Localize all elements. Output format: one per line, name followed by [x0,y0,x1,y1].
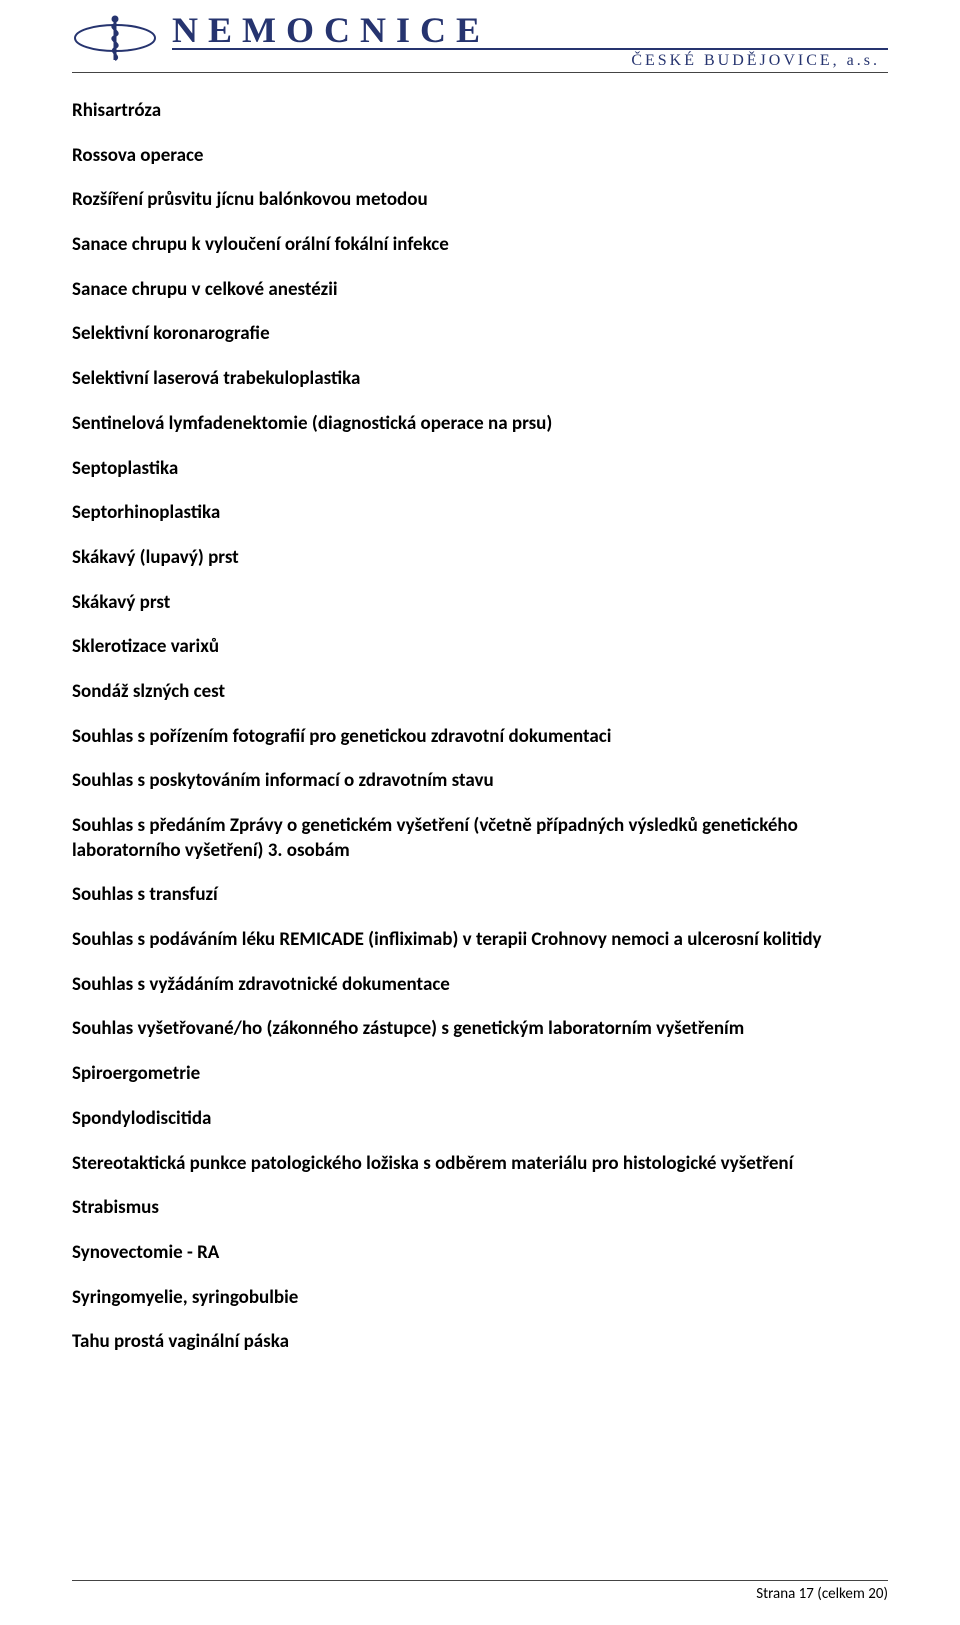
list-item: Tahu prostá vaginální páska [72,1320,888,1365]
page: NEMOCNICE ČESKÉ BUDĚJOVICE, a.s. Rhisart… [0,0,960,1625]
list-item: Selektivní koronarografie [72,312,888,357]
list-item: Sanace chrupu k vyloučení orální fokální… [72,223,888,268]
list-item: Rossova operace [72,134,888,179]
header: NEMOCNICE ČESKÉ BUDĚJOVICE, a.s. [72,12,888,73]
list-item: Selektivní laserová trabekuloplastika [72,357,888,402]
list-item: Synovectomie - RA [72,1231,888,1276]
list-item: Sondáž slzných cest [72,670,888,715]
list-item: Sanace chrupu v celkové anestézii [72,268,888,313]
list-item: Rhisartróza [72,89,888,134]
list-item: Skákavý (lupavý) prst [72,536,888,581]
list-item: Stereotaktická punkce patologického loži… [72,1142,888,1187]
list-item: Septorhinoplastika [72,491,888,536]
list-item: Souhlas s transfuzí [72,873,888,918]
list-item: Strabismus [72,1186,888,1231]
list-item: Souhlas vyšetřované/ho (zákonného zástup… [72,1007,888,1052]
list-item: Souhlas s vyžádáním zdravotnické dokumen… [72,963,888,1008]
hospital-logo-icon [72,14,158,68]
list-item: Skákavý prst [72,581,888,626]
list-item: Rozšíření průsvitu jícnu balónkovou meto… [72,178,888,223]
brand-subtitle: ČESKÉ BUDĚJOVICE, a.s. [631,52,888,70]
page-footer: Strana 17 (celkem 20) [72,1580,888,1603]
list-item: Spiroergometrie [72,1052,888,1097]
list-item: Syringomyelie, syringobulbie [72,1276,888,1321]
list-item: Souhlas s podáváním léku REMICADE (infli… [72,918,888,963]
list-item: Sklerotizace varixů [72,625,888,670]
list-item: Souhlas s poskytováním informací o zdrav… [72,759,888,804]
list-item: Souhlas s předáním Zprávy o genetickém v… [72,804,888,873]
brand-name: NEMOCNICE [172,12,888,50]
content-list: RhisartrózaRossova operaceRozšíření průs… [72,85,888,1365]
list-item: Spondylodiscitida [72,1097,888,1142]
logo-text-block: NEMOCNICE ČESKÉ BUDĚJOVICE, a.s. [172,12,888,70]
page-number: Strana 17 (celkem 20) [756,1585,888,1603]
list-item: Sentinelová lymfadenektomie (diagnostick… [72,402,888,447]
list-item: Souhlas s pořízením fotografií pro genet… [72,715,888,760]
list-item: Septoplastika [72,447,888,492]
